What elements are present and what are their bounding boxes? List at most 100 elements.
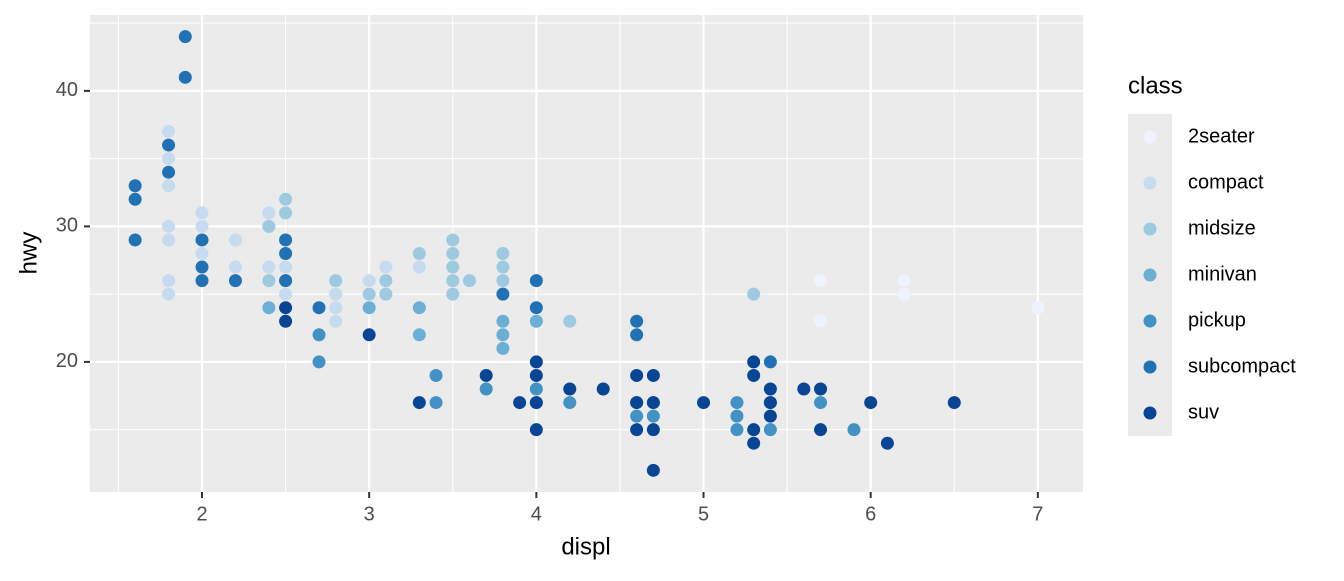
point xyxy=(646,463,660,477)
point xyxy=(496,314,510,328)
point xyxy=(446,247,460,260)
point xyxy=(162,274,176,288)
point xyxy=(747,423,761,437)
legend-key xyxy=(1143,222,1157,236)
point xyxy=(162,219,176,233)
point xyxy=(814,396,828,410)
point xyxy=(362,274,376,288)
y-axis-title: hwy xyxy=(15,232,42,275)
point xyxy=(747,287,761,301)
point xyxy=(262,260,276,274)
point xyxy=(479,368,493,382)
point xyxy=(763,355,777,369)
point xyxy=(513,396,527,410)
point xyxy=(195,260,209,274)
point xyxy=(446,287,460,301)
x-tick-label: 7 xyxy=(1032,503,1043,525)
point xyxy=(262,301,276,315)
x-tick-label: 3 xyxy=(364,503,375,525)
point xyxy=(412,396,426,410)
legend-label: pickup xyxy=(1188,309,1246,331)
point xyxy=(630,314,644,328)
point xyxy=(747,355,761,369)
point xyxy=(228,260,242,274)
point xyxy=(195,274,209,288)
point xyxy=(329,287,343,301)
point xyxy=(379,260,393,274)
point xyxy=(128,233,142,247)
point xyxy=(947,396,961,410)
legend-label: subcompact xyxy=(1188,355,1296,377)
point xyxy=(730,409,744,423)
point xyxy=(279,301,293,315)
point xyxy=(162,165,176,179)
point xyxy=(128,179,142,193)
point xyxy=(763,396,777,410)
y-tick-label: 40 xyxy=(56,79,78,101)
point xyxy=(412,247,426,260)
point xyxy=(529,314,543,328)
point xyxy=(329,301,343,315)
point xyxy=(279,233,293,247)
point xyxy=(897,274,911,288)
point xyxy=(646,368,660,382)
point xyxy=(630,423,644,437)
point xyxy=(379,287,393,301)
point xyxy=(880,436,894,450)
point xyxy=(162,125,176,139)
point xyxy=(496,274,510,288)
legend-label: 2seater xyxy=(1188,125,1255,147)
x-axis-title: displ xyxy=(561,533,610,560)
point xyxy=(446,260,460,274)
point xyxy=(329,314,343,328)
point xyxy=(379,274,393,288)
point xyxy=(228,274,242,288)
legend-key xyxy=(1143,130,1157,144)
legend-key xyxy=(1143,176,1157,190)
point xyxy=(228,233,242,247)
point xyxy=(697,396,711,410)
point xyxy=(412,328,426,342)
point xyxy=(496,328,510,342)
point xyxy=(279,314,293,328)
point xyxy=(529,274,543,288)
point xyxy=(630,396,644,410)
point xyxy=(446,274,460,288)
point xyxy=(462,274,476,288)
x-tick-label: 6 xyxy=(865,503,876,525)
point xyxy=(814,314,828,328)
point xyxy=(763,409,777,423)
point xyxy=(279,206,293,220)
y-tick-label: 30 xyxy=(56,215,78,237)
point xyxy=(195,206,209,220)
point xyxy=(630,409,644,423)
point xyxy=(362,287,376,301)
y-tick-label: 20 xyxy=(56,350,78,372)
legend-key xyxy=(1143,314,1157,328)
point xyxy=(1031,301,1045,315)
point xyxy=(195,247,209,260)
point xyxy=(563,314,577,328)
point xyxy=(329,274,343,288)
point xyxy=(496,247,510,260)
point xyxy=(412,301,426,315)
point xyxy=(730,423,744,437)
point xyxy=(814,274,828,288)
point xyxy=(496,341,510,355)
point xyxy=(529,382,543,396)
point xyxy=(279,287,293,301)
legend-label: midsize xyxy=(1188,217,1256,239)
point xyxy=(646,396,660,410)
point xyxy=(128,192,142,206)
point xyxy=(162,233,176,247)
legend-key xyxy=(1143,406,1157,420)
point xyxy=(596,382,610,396)
point xyxy=(529,396,543,410)
point xyxy=(563,382,577,396)
legend-label: compact xyxy=(1188,171,1264,193)
legend-key xyxy=(1143,360,1157,374)
point xyxy=(312,301,326,315)
point xyxy=(864,396,878,410)
point xyxy=(362,328,376,342)
point xyxy=(814,423,828,437)
